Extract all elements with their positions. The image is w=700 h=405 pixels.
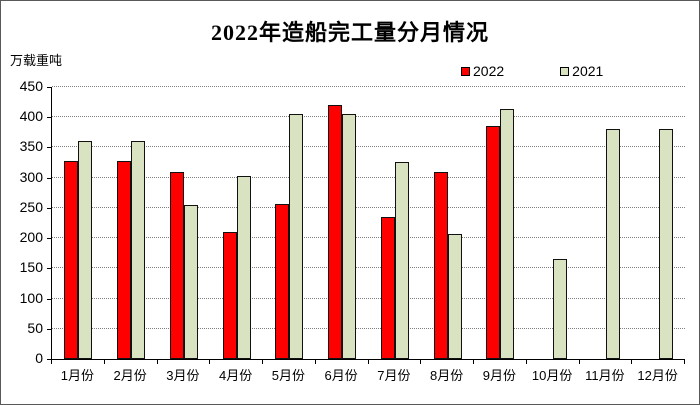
bar-2021-7月份 bbox=[394, 162, 409, 359]
y-axis-tick-100 bbox=[47, 298, 51, 300]
y-axis-label-0: 0 bbox=[35, 350, 43, 366]
legend-swatch-2022 bbox=[461, 66, 470, 76]
x-axis-tick-5 bbox=[314, 360, 316, 364]
x-axis-tick-1 bbox=[103, 360, 105, 364]
y-axis-tick-50 bbox=[47, 328, 51, 330]
x-axis-tick-10 bbox=[578, 360, 580, 364]
bar-2022-7月份 bbox=[380, 217, 395, 359]
x-axis-label-8月份: 8月份 bbox=[430, 368, 464, 383]
bar-2021-2月份 bbox=[131, 141, 146, 359]
y-axis-label-150: 150 bbox=[19, 259, 43, 276]
chart-title: 2022年造船完工量分月情况 bbox=[210, 20, 489, 45]
legend-label-2022: 2022 bbox=[473, 63, 505, 79]
x-axis-tick-9 bbox=[525, 360, 527, 364]
bar-2022-9月份 bbox=[486, 126, 501, 359]
x-axis-label-12月份: 12月份 bbox=[637, 368, 678, 383]
bar-2022-1月份 bbox=[64, 161, 79, 359]
bar-2022-8月份 bbox=[433, 172, 448, 359]
y-axis-label-350: 350 bbox=[19, 138, 43, 155]
x-axis-label-11月份: 11月份 bbox=[585, 368, 625, 383]
legend: 2022 2021 bbox=[461, 63, 603, 79]
y-axis-tick-350 bbox=[47, 147, 51, 149]
x-axis-tick-6 bbox=[367, 360, 369, 364]
bar-2022-3月份 bbox=[169, 172, 184, 359]
x-axis-tick-2 bbox=[156, 360, 158, 364]
y-axis-label-100: 100 bbox=[19, 289, 43, 306]
x-axis-tick-11 bbox=[631, 360, 633, 364]
bar-2022-4月份 bbox=[222, 232, 237, 359]
plot-area bbox=[51, 86, 685, 360]
y-axis-label-300: 300 bbox=[19, 168, 43, 185]
gridline-300 bbox=[52, 176, 685, 178]
bar-2021-8月份 bbox=[447, 234, 462, 359]
x-axis-tick-0 bbox=[51, 360, 52, 364]
x-axis-tick-12 bbox=[684, 360, 685, 364]
bar-2021-4月份 bbox=[236, 176, 251, 359]
x-axis-label-5月份: 5月份 bbox=[271, 368, 305, 383]
x-axis-label-10月份: 10月份 bbox=[531, 368, 573, 383]
bar-2022-5月份 bbox=[275, 204, 290, 359]
x-axis-tick-8 bbox=[473, 360, 474, 364]
y-axis-tick-400 bbox=[47, 117, 51, 119]
legend-swatch-2021 bbox=[560, 66, 570, 76]
bar-2021-1月份 bbox=[78, 141, 93, 359]
gridline-250 bbox=[52, 206, 685, 208]
gridline-450 bbox=[52, 86, 685, 87]
x-axis-tick-4 bbox=[262, 360, 263, 364]
x-axis-tick-7 bbox=[420, 360, 422, 364]
y-axis-label-400: 400 bbox=[19, 108, 43, 125]
x-axis-label-4月份: 4月份 bbox=[219, 368, 253, 383]
y-axis-tick-150 bbox=[47, 268, 51, 270]
x-axis-label-9月份: 9月份 bbox=[482, 368, 516, 383]
bar-2021-6月份 bbox=[342, 114, 357, 359]
bar-2021-10月份 bbox=[553, 259, 568, 359]
x-axis-label-7月份: 7月份 bbox=[377, 368, 411, 383]
y-axis-label-450: 450 bbox=[19, 78, 43, 94]
x-axis-label-6月份: 6月份 bbox=[324, 368, 358, 383]
legend-label-2021: 2021 bbox=[572, 63, 604, 79]
x-axis-label-2月份: 2月份 bbox=[113, 368, 147, 383]
gridline-50 bbox=[52, 327, 685, 329]
gridline-100 bbox=[52, 297, 685, 299]
y-axis-tick-450 bbox=[47, 87, 51, 88]
gridline-350 bbox=[52, 146, 685, 148]
gridline-150 bbox=[52, 267, 685, 269]
bar-2022-2月份 bbox=[117, 161, 132, 359]
y-axis-label-250: 250 bbox=[19, 198, 43, 215]
bar-2021-12月份 bbox=[658, 129, 673, 359]
gridline-400 bbox=[52, 116, 685, 118]
legend-item-2022: 2022 bbox=[461, 63, 504, 79]
x-axis-tick-3 bbox=[209, 360, 211, 364]
bar-2022-6月份 bbox=[328, 105, 343, 359]
legend-item-2021: 2021 bbox=[560, 63, 603, 79]
y-axis-tick-250 bbox=[47, 207, 51, 209]
y-axis-tick-200 bbox=[47, 238, 51, 240]
y-axis-unit-label: 万载重吨 bbox=[10, 53, 63, 68]
x-axis-label-3月份: 3月份 bbox=[166, 368, 200, 383]
y-axis-tick-300 bbox=[47, 177, 51, 179]
bar-2021-11月份 bbox=[605, 129, 620, 359]
y-axis-label-200: 200 bbox=[19, 229, 43, 246]
bar-2021-3月份 bbox=[183, 205, 198, 359]
x-axis-label-1月份: 1月份 bbox=[60, 368, 94, 383]
bar-2021-9月份 bbox=[500, 109, 515, 359]
y-axis-label-50: 50 bbox=[27, 319, 43, 336]
gridline-200 bbox=[52, 237, 685, 239]
y-axis-tick-0 bbox=[47, 359, 51, 360]
bar-2021-5月份 bbox=[289, 114, 304, 359]
